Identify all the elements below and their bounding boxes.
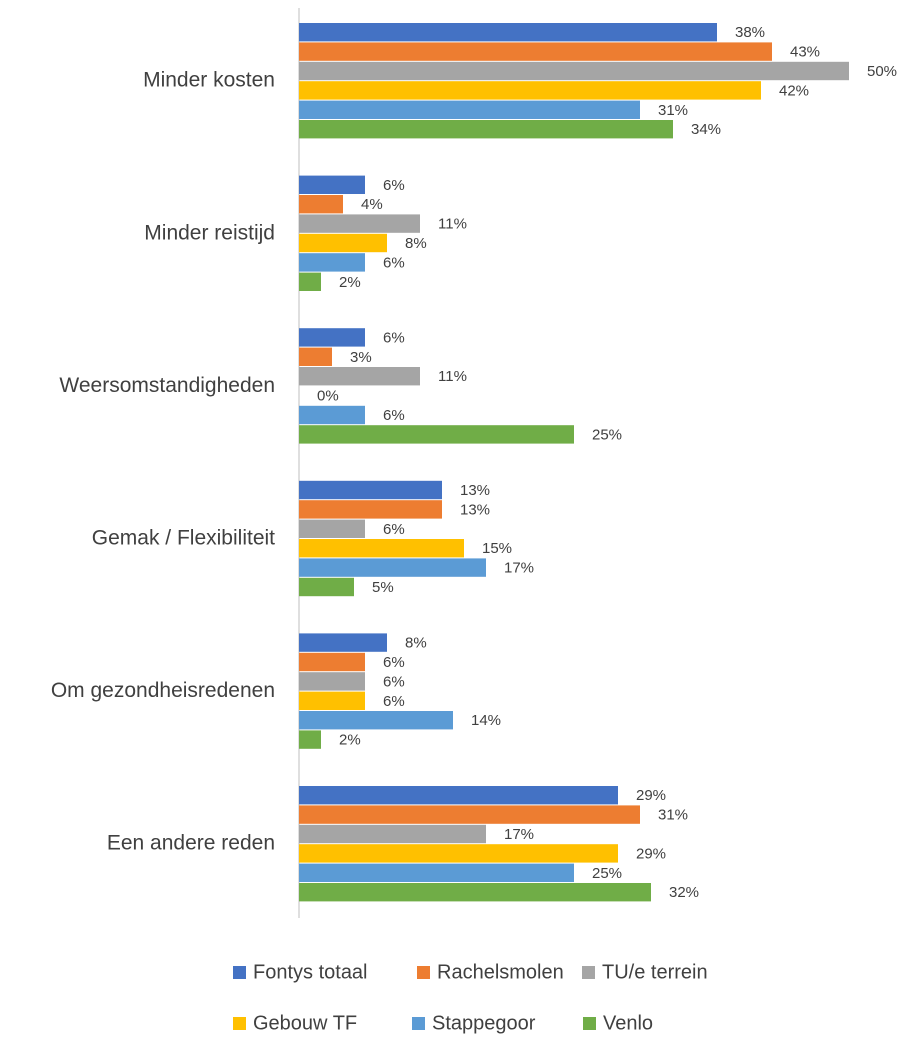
legend-label: Fontys totaal bbox=[253, 961, 368, 983]
bar bbox=[299, 214, 420, 233]
data-label: 14% bbox=[471, 712, 501, 729]
data-label: 25% bbox=[592, 865, 622, 882]
bar bbox=[299, 195, 343, 214]
data-label: 13% bbox=[460, 501, 490, 518]
bar bbox=[299, 558, 486, 577]
legend-label: Stappegoor bbox=[432, 1012, 536, 1034]
bar bbox=[299, 480, 442, 500]
data-label: 6% bbox=[383, 693, 405, 710]
data-label: 6% bbox=[383, 673, 405, 690]
data-label: 31% bbox=[658, 102, 688, 119]
bar bbox=[299, 81, 761, 100]
data-label: 8% bbox=[405, 635, 427, 652]
bar bbox=[299, 786, 618, 805]
data-label: 29% bbox=[636, 787, 666, 804]
bar bbox=[299, 844, 618, 863]
data-label: 11% bbox=[438, 368, 467, 385]
data-label: 15% bbox=[482, 540, 512, 557]
legend-swatch bbox=[233, 966, 246, 979]
bar bbox=[299, 253, 365, 272]
legend-swatch bbox=[233, 1017, 246, 1030]
data-label: 38% bbox=[735, 24, 765, 41]
bar bbox=[299, 23, 717, 42]
bar bbox=[299, 805, 640, 824]
data-label: 50% bbox=[867, 63, 897, 80]
bar bbox=[299, 824, 486, 844]
data-label: 43% bbox=[790, 44, 820, 61]
bar bbox=[299, 691, 365, 710]
legend-label: Gebouw TF bbox=[253, 1012, 357, 1034]
data-label: 32% bbox=[669, 884, 699, 901]
legend-swatch bbox=[412, 1017, 425, 1030]
data-label: 42% bbox=[779, 82, 809, 99]
bar bbox=[299, 367, 420, 386]
bar bbox=[299, 633, 387, 652]
bar bbox=[299, 863, 574, 882]
category-label: Minder reistijd bbox=[144, 221, 275, 244]
data-label: 6% bbox=[383, 407, 405, 424]
bar bbox=[299, 425, 574, 444]
category-label: Een andere reden bbox=[107, 832, 275, 855]
data-label: 29% bbox=[636, 845, 666, 862]
bar bbox=[299, 519, 365, 538]
data-label: 3% bbox=[350, 349, 372, 366]
data-label: 0% bbox=[317, 388, 339, 405]
bar bbox=[299, 652, 365, 672]
bar bbox=[299, 711, 453, 730]
data-label: 31% bbox=[658, 807, 688, 824]
bar bbox=[299, 61, 849, 81]
category-label: Gemak / Flexibiliteit bbox=[92, 527, 275, 550]
data-label: 8% bbox=[405, 235, 427, 252]
data-label: 6% bbox=[383, 521, 405, 538]
bar bbox=[299, 233, 387, 253]
legend-swatch bbox=[583, 1017, 596, 1030]
bar bbox=[299, 405, 365, 425]
bar bbox=[299, 120, 673, 139]
bar bbox=[299, 577, 354, 597]
legend-label: TU/e terrein bbox=[602, 961, 708, 983]
bar bbox=[299, 730, 321, 749]
category-label: Weersomstandigheden bbox=[59, 374, 275, 397]
bar bbox=[299, 500, 442, 519]
data-label: 5% bbox=[372, 579, 394, 596]
data-label: 17% bbox=[504, 826, 534, 843]
category-label: Minder kosten bbox=[143, 69, 275, 92]
bar bbox=[299, 42, 772, 61]
bar bbox=[299, 328, 365, 347]
bar bbox=[299, 100, 640, 119]
data-label: 6% bbox=[383, 254, 405, 271]
data-label: 17% bbox=[504, 560, 534, 577]
bar bbox=[299, 175, 365, 194]
bar bbox=[299, 347, 332, 366]
bar bbox=[299, 539, 464, 558]
data-label: 6% bbox=[383, 654, 405, 671]
bar bbox=[299, 883, 651, 902]
data-label: 11% bbox=[438, 216, 467, 233]
legend-swatch bbox=[417, 966, 430, 979]
legend-swatch bbox=[582, 966, 595, 979]
legend-label: Rachelsmolen bbox=[437, 961, 564, 983]
data-label: 2% bbox=[339, 274, 361, 291]
data-label: 4% bbox=[361, 196, 383, 213]
data-label: 25% bbox=[592, 426, 622, 443]
data-label: 13% bbox=[460, 482, 490, 499]
data-label: 6% bbox=[383, 329, 405, 346]
data-label: 34% bbox=[691, 121, 721, 138]
data-label: 2% bbox=[339, 732, 361, 749]
bar bbox=[299, 272, 321, 291]
data-label: 6% bbox=[383, 177, 405, 194]
legend-label: Venlo bbox=[603, 1012, 653, 1034]
bar bbox=[299, 672, 365, 691]
category-label: Om gezondheisredenen bbox=[51, 679, 275, 702]
